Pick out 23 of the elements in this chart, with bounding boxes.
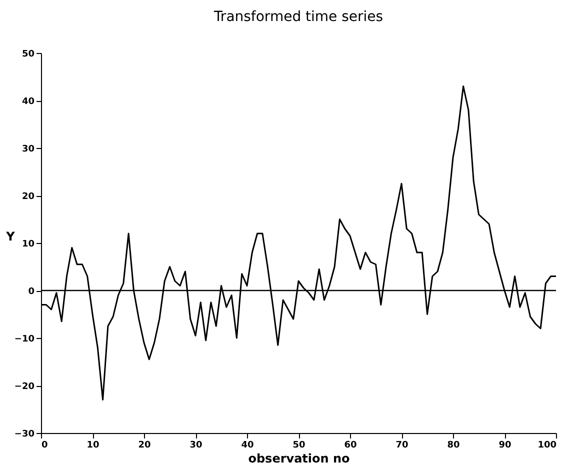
y-tick-label: −30 (14, 430, 34, 440)
y-tick-label: 30 (22, 144, 34, 154)
x-tick-label: 100 (538, 440, 556, 450)
x-tick-label: 70 (396, 440, 408, 450)
x-tick-label: 0 (42, 440, 48, 450)
y-tick-label: 0 (28, 287, 34, 297)
chart-title: Transformed time series (212, 9, 384, 25)
y-tick-label: 50 (22, 50, 34, 60)
x-tick-label: 80 (447, 440, 460, 450)
y-tick-label: −10 (14, 334, 34, 344)
y-axis-title: Y (5, 230, 16, 244)
x-tick-label: 90 (498, 440, 512, 450)
x-axis-title: observation no (248, 452, 350, 466)
x-tick-label: 40 (241, 440, 254, 450)
y-tick-label: 20 (22, 192, 34, 202)
y-tick-label: 40 (22, 97, 34, 107)
y-tick-label: 10 (22, 240, 34, 250)
y-tick-label: −20 (14, 382, 34, 392)
x-tick-label: 60 (344, 440, 357, 450)
x-tick-label: 30 (190, 440, 202, 450)
x-tick-label: 50 (292, 440, 306, 450)
x-tick-label: 20 (138, 440, 151, 450)
x-tick-label: 10 (86, 440, 100, 450)
